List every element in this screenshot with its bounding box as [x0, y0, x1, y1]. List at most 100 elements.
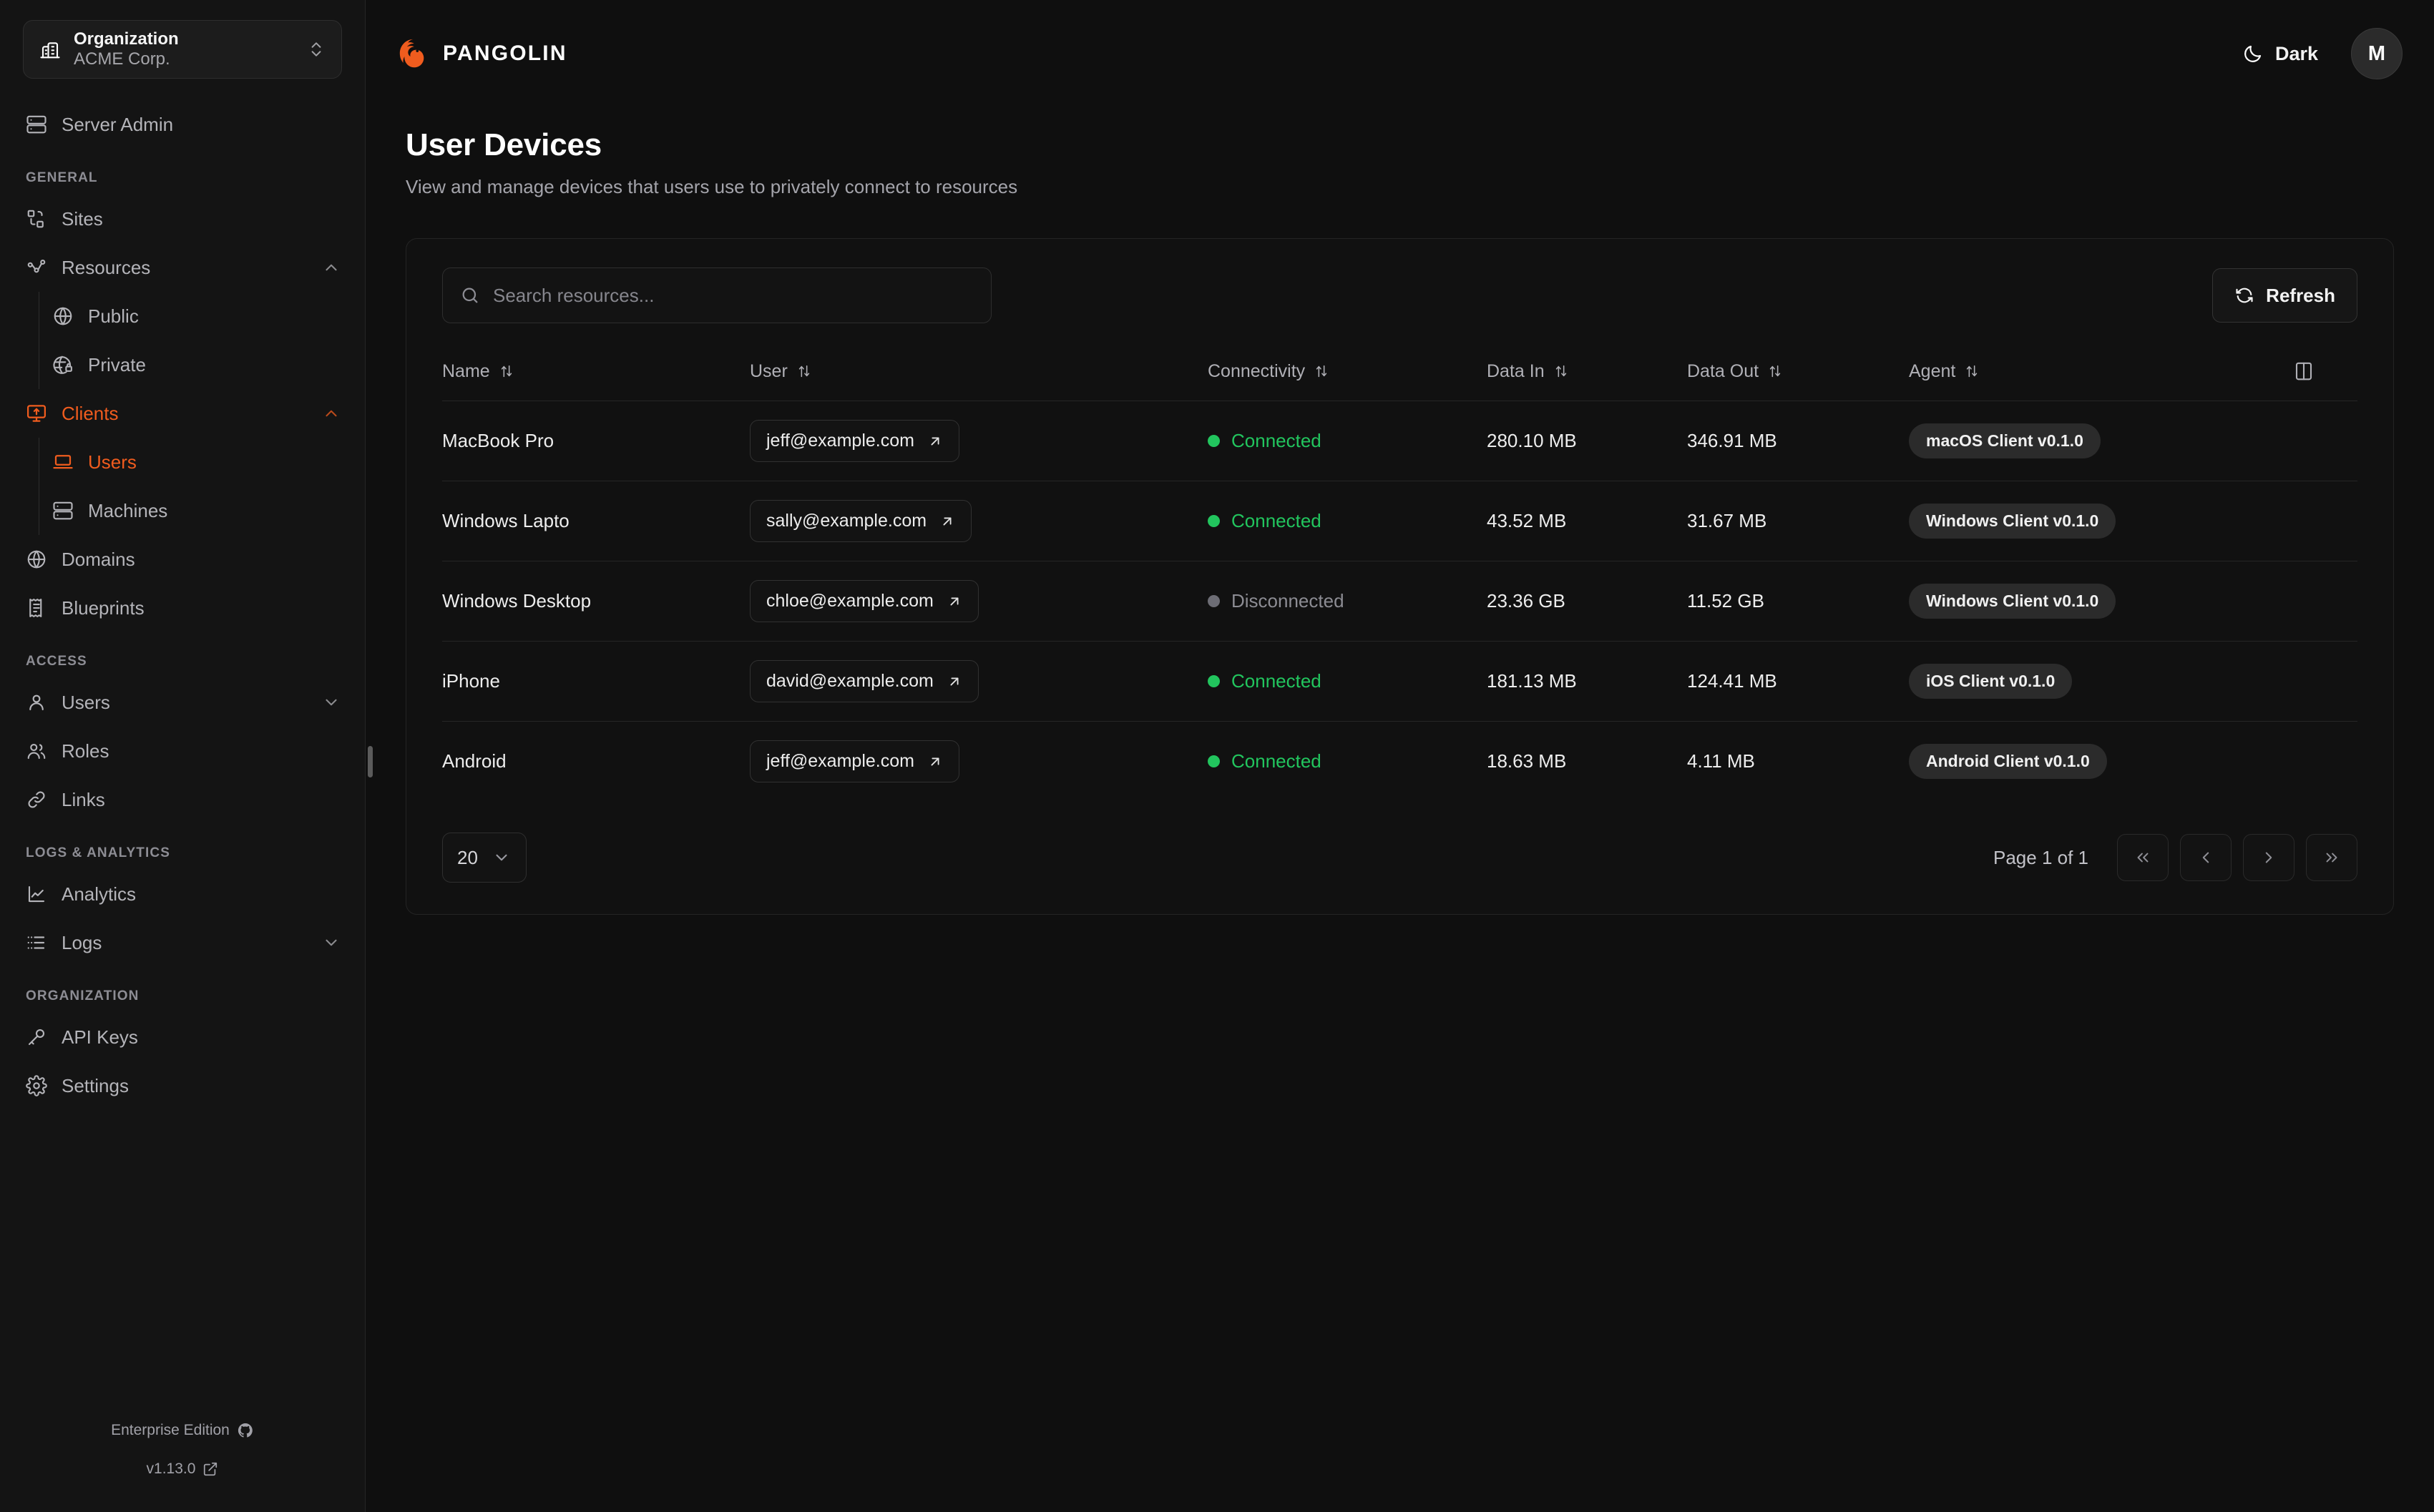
cell-name: Android — [442, 721, 750, 802]
column-header-user[interactable]: User — [750, 348, 1208, 401]
sidebar-item-clients[interactable]: Clients — [0, 389, 365, 438]
receipt-icon — [26, 597, 47, 619]
status-dot — [1208, 435, 1220, 448]
table-body: MacBook Pro jeff@example.com — [442, 401, 2357, 802]
first-page-button[interactable] — [2117, 834, 2169, 882]
chevrons-right-icon — [2322, 848, 2341, 867]
user-link-chip[interactable]: jeff@example.com — [750, 740, 959, 783]
sidebar-item-label: Domains — [62, 548, 135, 570]
cell-name: iPhone — [442, 641, 750, 722]
edition-row[interactable]: Enterprise Edition — [0, 1415, 365, 1446]
sidebar-item-users-access[interactable]: Users — [0, 678, 365, 727]
cell-connectivity: Connected — [1208, 401, 1487, 481]
user-link-chip[interactable]: david@example.com — [750, 660, 979, 703]
avatar-initial: M — [2367, 41, 2386, 65]
cell-data-in: 23.36 GB — [1487, 561, 1687, 642]
chevron-up-icon[interactable] — [322, 404, 341, 423]
sidebar-item-settings[interactable]: Settings — [0, 1061, 365, 1110]
chevrons-left-icon — [2134, 848, 2152, 867]
cell-data-in: 43.52 MB — [1487, 481, 1687, 561]
sidebar-item-sites[interactable]: Sites — [0, 195, 365, 243]
cell-user: jeff@example.com — [750, 721, 1208, 802]
edition-label: Enterprise Edition — [111, 1421, 230, 1438]
next-page-button[interactable] — [2243, 834, 2294, 882]
brand-logo[interactable]: PANGOLIN — [397, 37, 567, 70]
search-box[interactable] — [442, 267, 992, 323]
avatar[interactable]: M — [2351, 28, 2403, 79]
sidebar-item-analytics[interactable]: Analytics — [0, 870, 365, 918]
table-row[interactable]: iPhone david@example.com — [442, 641, 2357, 722]
chevron-down-icon[interactable] — [322, 693, 341, 712]
column-header-data-in[interactable]: Data In — [1487, 348, 1687, 401]
sidebar-item-label: Logs — [62, 931, 102, 953]
chevron-down-icon[interactable] — [322, 933, 341, 952]
search-icon — [460, 285, 480, 305]
status-badge: Connected — [1208, 510, 1321, 532]
status-badge: Disconnected — [1208, 590, 1344, 612]
version-row[interactable]: v1.13.0 — [0, 1453, 365, 1485]
user-email: jeff@example.com — [766, 751, 914, 772]
table-row[interactable]: Windows Lapto sally@example.com — [442, 481, 2357, 561]
previous-page-button[interactable] — [2180, 834, 2232, 882]
cell-data-out: 11.52 GB — [1687, 561, 1909, 642]
sidebar-item-resources[interactable]: Resources — [0, 243, 365, 292]
sidebar-resize-handle[interactable] — [368, 746, 373, 777]
cell-actions — [2293, 481, 2357, 561]
sidebar-item-public[interactable]: Public — [39, 292, 365, 340]
cell-agent: Android Client v0.1.0 — [1909, 721, 2293, 802]
page-title: User Devices — [406, 127, 602, 162]
cell-actions — [2293, 641, 2357, 722]
sidebar-item-machines[interactable]: Machines — [39, 486, 365, 535]
sidebar-item-api-keys[interactable]: API Keys — [0, 1013, 365, 1061]
last-page-button[interactable] — [2306, 834, 2357, 882]
sidebar-item-private[interactable]: Private — [39, 340, 365, 389]
github-icon[interactable] — [237, 1422, 254, 1439]
user-link-chip[interactable]: chloe@example.com — [750, 580, 979, 623]
cell-user: jeff@example.com — [750, 401, 1208, 481]
sidebar-item-users-clients[interactable]: Users — [39, 438, 365, 486]
column-toggle-button[interactable] — [2293, 348, 2357, 401]
org-switcher[interactable]: Organization ACME Corp. — [23, 20, 342, 79]
sidebar-section-general: GENERAL — [26, 170, 98, 185]
gear-icon — [26, 1075, 47, 1096]
sidebar-item-links[interactable]: Links — [0, 775, 365, 824]
table-row[interactable]: Windows Desktop chloe@example.com — [442, 561, 2357, 642]
user-link-chip[interactable]: jeff@example.com — [750, 420, 959, 463]
sidebar-item-roles[interactable]: Roles — [0, 727, 365, 775]
arrow-up-right-icon — [947, 594, 962, 609]
chevron-up-icon[interactable] — [322, 258, 341, 277]
cell-user: david@example.com — [750, 641, 1208, 722]
main-area: PANGOLIN Dark M User Devices View and ma… — [366, 0, 2434, 1512]
refresh-button[interactable]: Refresh — [2212, 268, 2357, 323]
sidebar-footer: Enterprise Edition v1.13.0 — [0, 1415, 365, 1512]
sidebar-item-label: Analytics — [62, 883, 137, 905]
arrow-up-right-icon — [947, 674, 962, 689]
table-row[interactable]: MacBook Pro jeff@example.com — [442, 401, 2357, 481]
sidebar-item-server-admin[interactable]: Server Admin — [0, 100, 365, 149]
key-icon — [26, 1026, 47, 1048]
sidebar-item-domains[interactable]: Domains — [0, 535, 365, 584]
agent-badge: Windows Client v0.1.0 — [1909, 584, 2116, 619]
page-size-select[interactable]: 20 — [442, 833, 527, 883]
cell-user: chloe@example.com — [750, 561, 1208, 642]
cell-actions — [2293, 401, 2357, 481]
status-badge: Connected — [1208, 750, 1321, 772]
chevron-right-icon — [2259, 848, 2278, 867]
sidebar-item-logs[interactable]: Logs — [0, 918, 365, 967]
cell-actions — [2293, 561, 2357, 642]
column-header-name[interactable]: Name — [442, 348, 750, 401]
arrow-up-right-icon — [927, 754, 943, 770]
column-header-connectivity[interactable]: Connectivity — [1208, 348, 1487, 401]
cell-data-out: 31.67 MB — [1687, 481, 1909, 561]
refresh-icon — [2234, 285, 2254, 305]
column-header-data-out[interactable]: Data Out — [1687, 348, 1909, 401]
column-header-agent[interactable]: Agent — [1909, 348, 2293, 401]
theme-toggle[interactable]: Dark — [2242, 43, 2318, 65]
search-input[interactable] — [492, 283, 974, 308]
table-footer: 20 Page 1 of 1 — [442, 833, 2357, 883]
sidebar-item-blueprints[interactable]: Blueprints — [0, 584, 365, 632]
external-link-icon[interactable] — [202, 1461, 218, 1477]
table-row[interactable]: Android jeff@example.com — [442, 721, 2357, 802]
column-label: User — [750, 360, 788, 381]
user-link-chip[interactable]: sally@example.com — [750, 500, 972, 543]
